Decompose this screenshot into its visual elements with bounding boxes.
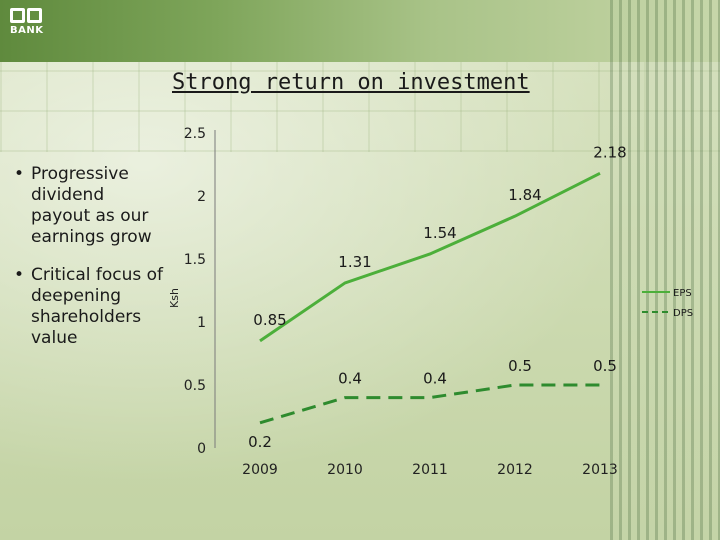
bank-logo: BANK <box>10 8 44 46</box>
bullet-text: Critical focus of deepening shareholders… <box>31 265 164 348</box>
series-group: 0.85 1.31 1.54 1.84 2.18 0.2 0.4 0.4 0.5 0.5 <box>248 143 627 450</box>
y-tick-label: 2 <box>197 189 206 205</box>
x-tick-label: 2009 <box>242 462 278 478</box>
x-tick-label: 2012 <box>497 462 533 478</box>
data-label: 2.18 <box>593 143 626 161</box>
y-tick-label: 0.5 <box>184 378 206 394</box>
header-band <box>0 0 720 62</box>
data-label: 0.5 <box>593 357 617 375</box>
logo-text: BANK <box>10 25 44 36</box>
legend: EPS DPS <box>642 288 693 319</box>
bullet-icon: • <box>14 164 25 184</box>
data-label: 1.84 <box>508 186 541 204</box>
data-label: 0.5 <box>508 357 532 375</box>
legend-label: DPS <box>673 308 693 319</box>
series-line-dps <box>259 383 600 425</box>
y-tick-label: 0 <box>197 441 206 457</box>
background-pattern <box>0 62 720 152</box>
y-tick-label: 2.5 <box>184 126 206 142</box>
y-tick-label: 1.5 <box>184 252 206 268</box>
bullet-text: Progressive dividend payout as our earni… <box>31 164 152 247</box>
bullet-item: • Critical focus of deepening shareholder… <box>14 265 164 349</box>
building-image <box>610 0 720 540</box>
bullet-icon: • <box>14 265 25 285</box>
bullet-item: • Progressive dividend payout as our earn… <box>14 164 164 248</box>
bullet-list: • Progressive dividend payout as our earn… <box>14 164 164 366</box>
slide-title: Strong return on investment <box>172 70 530 95</box>
data-label: 0.4 <box>423 370 447 388</box>
y-ticks: 0 0.5 1 1.5 2 2.5 <box>184 126 206 457</box>
logo-mark-icon <box>10 8 44 23</box>
x-ticks: 2009 2010 2011 2012 2013 <box>242 462 618 478</box>
data-label: 1.31 <box>338 253 371 271</box>
x-tick-label: 2010 <box>327 462 363 478</box>
x-tick-label: 2013 <box>582 462 618 478</box>
y-tick-label: 1 <box>197 315 206 331</box>
legend-label: EPS <box>673 288 692 299</box>
series-line-eps <box>259 171 601 343</box>
data-label: 1.54 <box>423 224 456 242</box>
data-label: 0.85 <box>253 311 286 329</box>
y-axis-label: Ksh <box>168 288 181 308</box>
x-tick-label: 2011 <box>412 462 448 478</box>
data-label: 0.2 <box>248 433 272 451</box>
data-label: 0.4 <box>338 370 362 388</box>
